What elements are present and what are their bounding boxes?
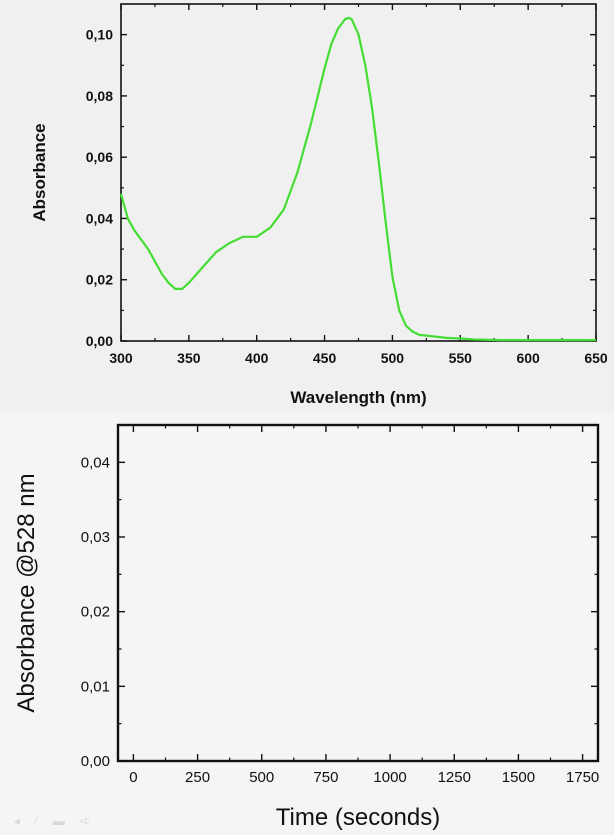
y-tick-label: 0,08 (86, 88, 113, 104)
spectrum-x-ticks: 300 350 400 450 500 550 600 650 (109, 4, 608, 366)
kinetics-y-ticks: 0,00 0,01 0,02 0,03 0,04 (81, 454, 598, 770)
x-tick-label: 0 (129, 769, 137, 786)
y-tick-label: 0,00 (81, 753, 110, 770)
absorbance-spectrum-chart: 300 350 400 450 500 550 600 650 0,000,020,040,0… (30, 3, 608, 407)
x-tick-label: 1000 (373, 769, 406, 786)
x-tick-label: 400 (245, 350, 269, 366)
y-tick-label: 0,00 (86, 333, 113, 349)
spectrum-x-axis-title: Wavelength (nm) (290, 388, 426, 407)
kinetics-panel (0, 412, 614, 835)
spectrum-series-line (119, 16, 596, 342)
slide-nav-icons: ◂ ⁄ ▬ ➪ (14, 814, 97, 828)
absorbance-time-chart: 0 250 500 750 1000 1250 1500 1750 0,000,010,020… (13, 423, 600, 831)
kinetics-x-ticks: 0 250 500 750 1000 1250 1500 1750 (129, 425, 599, 786)
spectrum-y-axis-title: Absorbance (30, 123, 49, 221)
x-tick-label: 250 (185, 769, 210, 786)
y-tick-label: 0,04 (86, 210, 113, 226)
x-tick-label: 650 (584, 350, 608, 366)
x-tick-label: 450 (313, 350, 337, 366)
y-tick-label: 0,04 (81, 454, 110, 471)
x-tick-label: 1250 (438, 769, 471, 786)
x-tick-label: 600 (516, 350, 540, 366)
x-tick-label: 350 (177, 350, 201, 366)
kinetics-x-axis-title: Time (seconds) (276, 804, 440, 831)
y-tick-label: 0,02 (81, 604, 110, 621)
y-tick-label: 0,10 (86, 27, 113, 43)
y-tick-label: 0,01 (81, 678, 110, 695)
y-tick-label: 0,03 (81, 529, 110, 546)
y-tick-label: 0,02 (86, 272, 113, 288)
x-tick-label: 300 (109, 350, 133, 366)
x-tick-label: 1500 (502, 769, 535, 786)
x-tick-label: 500 (381, 350, 405, 366)
x-tick-label: 500 (249, 769, 274, 786)
x-tick-label: 1750 (566, 769, 599, 786)
x-tick-label: 550 (449, 350, 473, 366)
kinetics-plot-frame (116, 423, 600, 763)
kinetics-y-axis-title: Absorbance @528 nm (13, 473, 40, 712)
spectrum-panel (0, 0, 614, 412)
y-tick-label: 0,06 (86, 149, 113, 165)
x-tick-label: 750 (313, 769, 338, 786)
spectrum-y-ticks: 0,00 0,02 0,04 0,06 0,08 0,10 (86, 27, 596, 349)
spectrum-plot-frame (120, 3, 597, 342)
